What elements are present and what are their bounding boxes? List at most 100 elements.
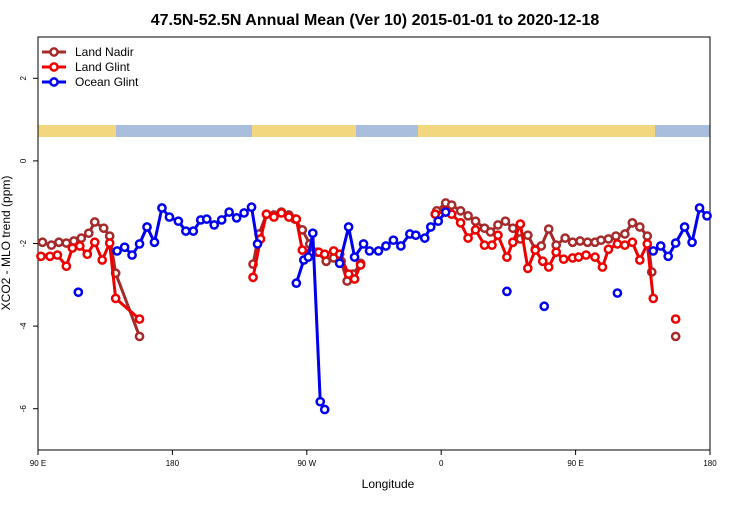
x-tick-label: 180 [166,459,180,468]
y-tick-label: 0 [19,158,28,163]
data-point [209,220,220,230]
data-point [642,231,653,241]
map-strip [38,125,710,137]
data-point [89,237,100,248]
data-point [463,233,473,243]
data-point [157,203,167,213]
data-point [82,249,93,260]
data-point [224,207,234,217]
data-point [284,212,294,222]
data-point [590,252,600,262]
data-point [485,227,496,237]
data-point [104,238,115,248]
data-point [315,396,326,407]
data-point [173,216,184,227]
chart-title: 47.5N-52.5N Annual Mean (Ver 10) 2015-01… [151,12,600,29]
data-point [620,229,630,239]
data-point [479,240,490,251]
data-point [455,218,466,228]
data-point [560,233,570,243]
data-point [596,235,606,246]
data-point [355,260,366,270]
data-point [634,222,645,232]
data-point [487,240,497,251]
legend-marker [49,47,59,57]
data-point [612,239,623,249]
data-point [537,256,548,267]
legend-label: Ocean Glint [75,75,139,89]
data-point [76,233,87,243]
data-point [37,237,48,248]
data-point [522,263,533,274]
data-point [246,202,257,213]
data-point [180,226,191,236]
data-point [440,207,451,217]
data-point [112,246,122,256]
y-tick-label: -4 [19,322,28,330]
data-point [670,238,681,248]
x-tick-label: 90 W [297,459,316,468]
data-point [36,251,46,262]
data-point [702,210,712,221]
data-point [381,241,391,251]
data-point [508,237,518,248]
data-point [470,225,481,235]
data-point [582,237,593,248]
data-point [52,250,63,260]
data-point [358,239,369,249]
data-point [522,230,533,241]
y-axis-label: XCO2 - MLO trend (ppm) [0,176,13,311]
data-point [343,269,354,279]
data-point [261,209,272,220]
data-point [134,239,145,249]
data-point [627,218,638,228]
data-point [603,234,614,244]
data-point [239,208,249,218]
data-point [648,293,659,304]
legend-marker [49,77,59,87]
data-point [74,241,85,251]
data-point [419,233,430,243]
legend-label: Land Glint [75,60,130,74]
data-point [291,278,302,288]
data-point [463,210,473,221]
data-point [291,214,302,224]
data-point [216,215,227,225]
data-point [248,272,258,283]
data-point [127,250,137,260]
data-point [269,212,279,222]
data-point [663,251,674,262]
data-point [543,224,554,234]
data-point [134,314,145,324]
data-point [364,246,375,256]
data-point [319,249,330,260]
data-point [634,255,645,265]
legend-marker [49,62,59,72]
data-point [612,288,623,298]
data-point [493,220,503,230]
x-tick-label: 90 E [567,459,583,468]
data-point [343,222,354,232]
data-point [455,206,466,216]
data-point [410,230,421,241]
data-point [611,231,621,241]
data-point [97,255,108,265]
data-point [670,331,681,342]
data-point [694,203,705,213]
data-point [502,252,512,262]
x-axis-label: Longitude [362,477,415,491]
data-point [110,293,121,304]
data-point [231,213,242,223]
y-tick-label: -2 [19,239,28,247]
data-point [627,237,638,248]
data-point [493,230,503,241]
data-point [119,242,130,253]
data-point [89,217,100,227]
data-point [597,262,608,272]
data-point [297,225,308,235]
data-point [73,287,84,298]
data-point [303,252,314,262]
data-point [61,261,72,272]
ocean-band [655,125,710,137]
data-point [500,216,511,227]
